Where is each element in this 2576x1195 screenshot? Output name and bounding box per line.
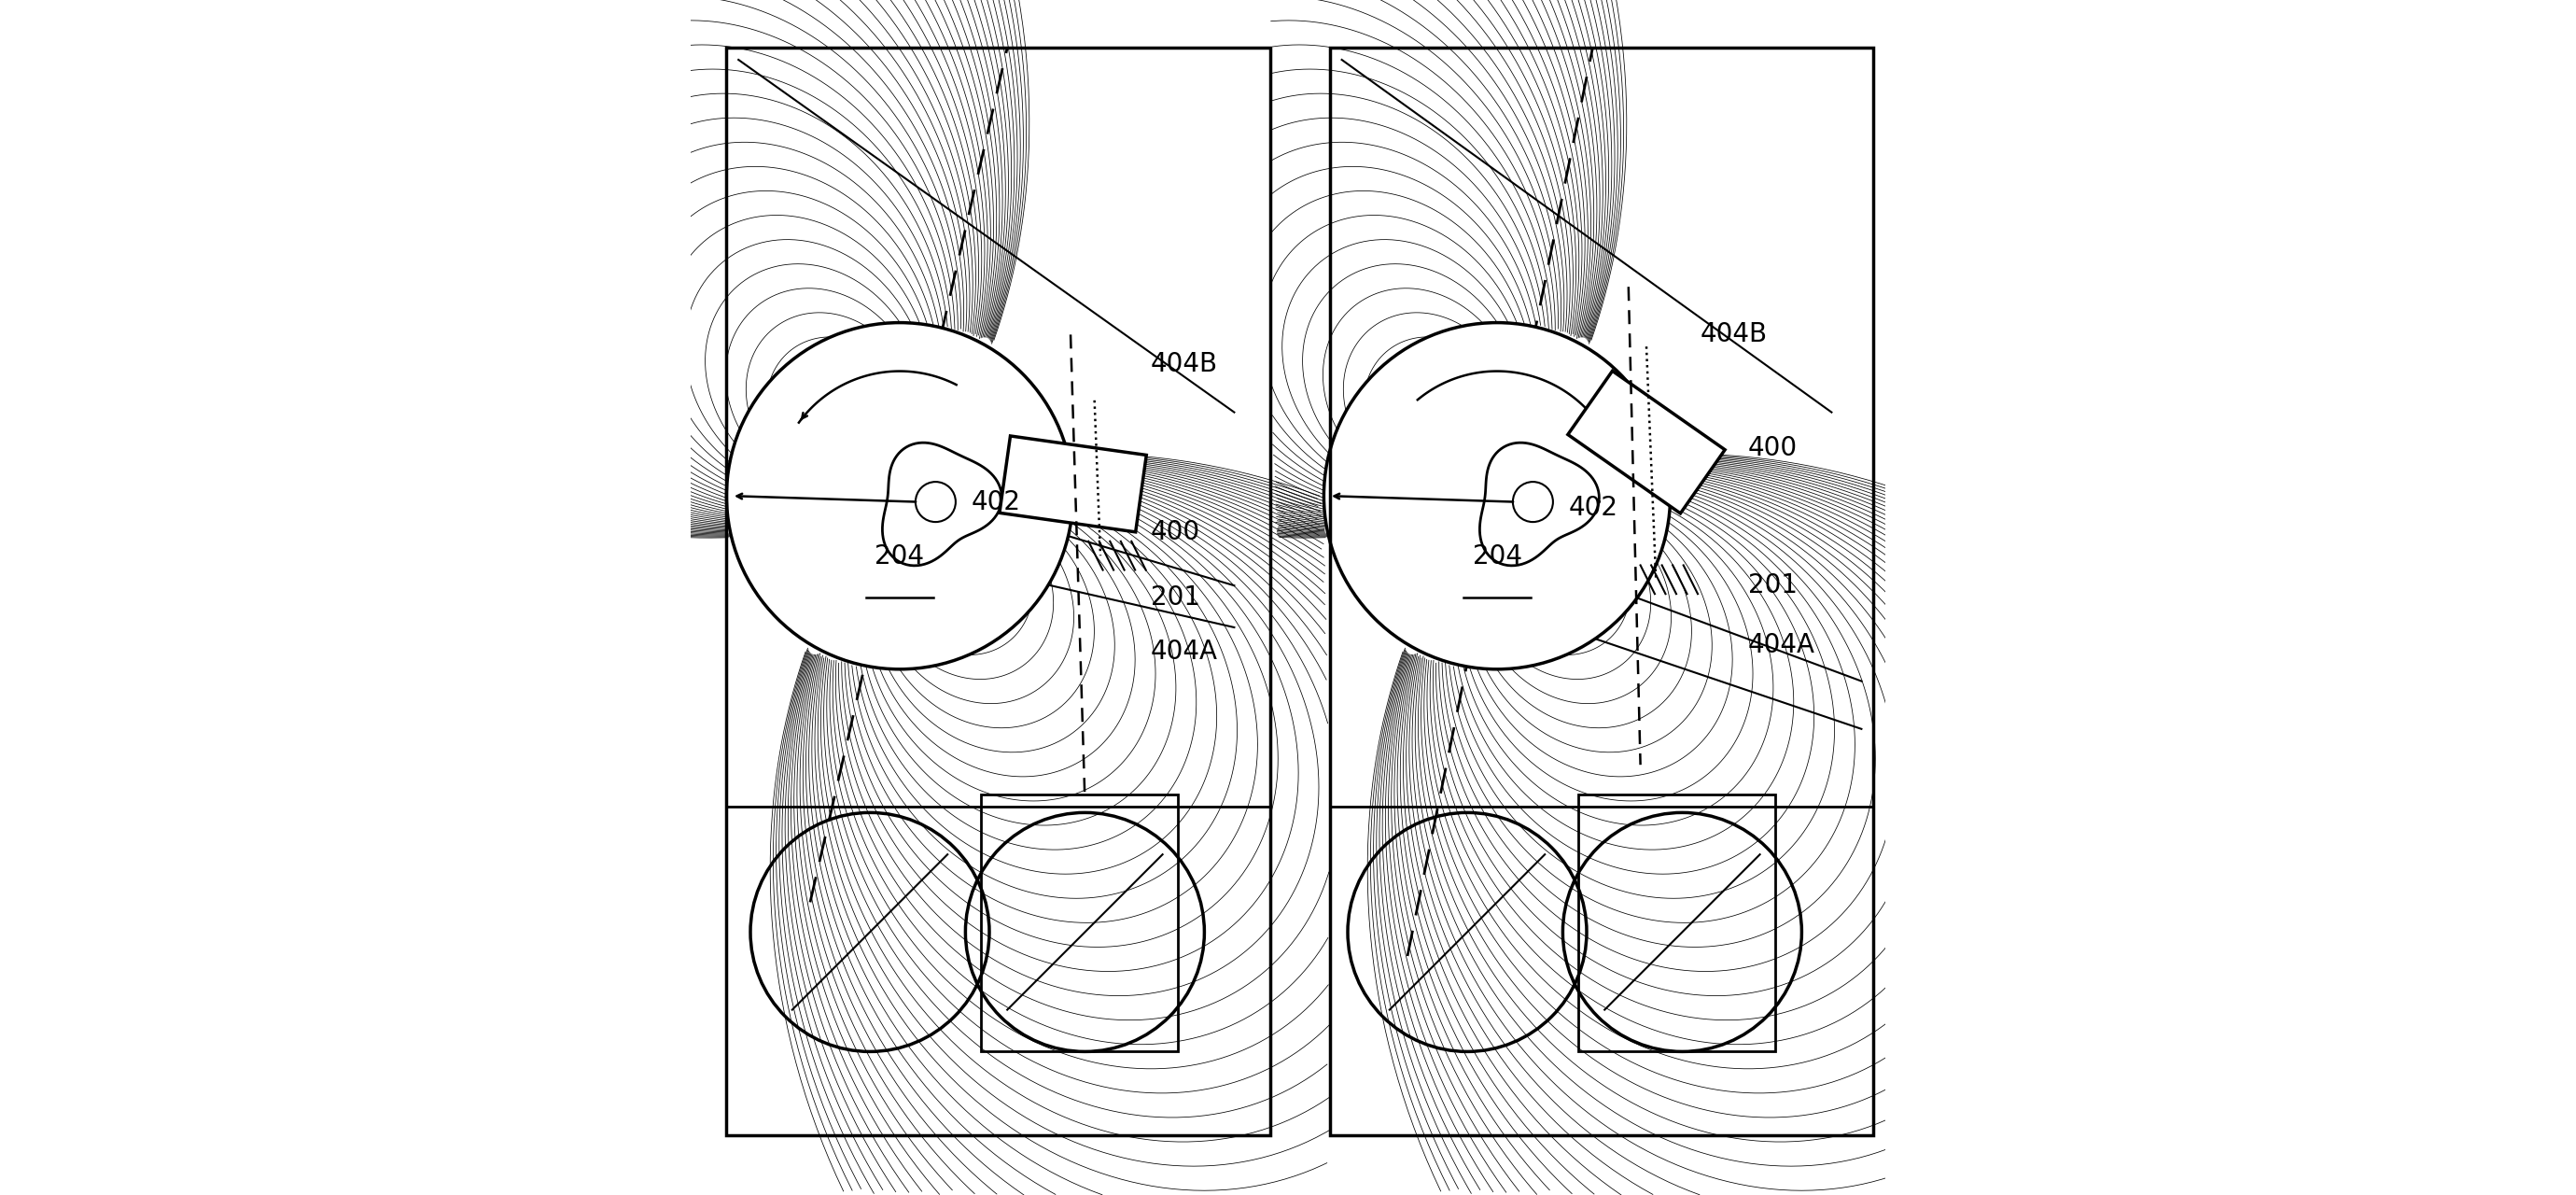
Bar (726, 48, 1270, 1135)
Text: 201: 201 (1749, 572, 1798, 599)
Bar (1569, 370, 1726, 514)
Bar (1579, 795, 1775, 1052)
Text: 400: 400 (1749, 435, 1798, 461)
Bar (1329, 48, 1873, 1135)
Circle shape (726, 323, 1074, 669)
Text: 404A: 404A (1749, 632, 1816, 658)
Text: 404B: 404B (1151, 351, 1218, 378)
Text: 404B: 404B (1700, 321, 1767, 348)
Bar (999, 436, 1146, 532)
Text: 402: 402 (971, 489, 1020, 515)
Text: 201: 201 (1151, 584, 1200, 611)
Bar (981, 795, 1177, 1052)
Text: 400: 400 (1151, 519, 1200, 545)
Text: 204: 204 (876, 544, 925, 570)
Text: 402: 402 (1569, 495, 1618, 521)
Text: 404A: 404A (1151, 638, 1218, 664)
Text: 204: 204 (1473, 544, 1522, 570)
Circle shape (1324, 323, 1669, 669)
